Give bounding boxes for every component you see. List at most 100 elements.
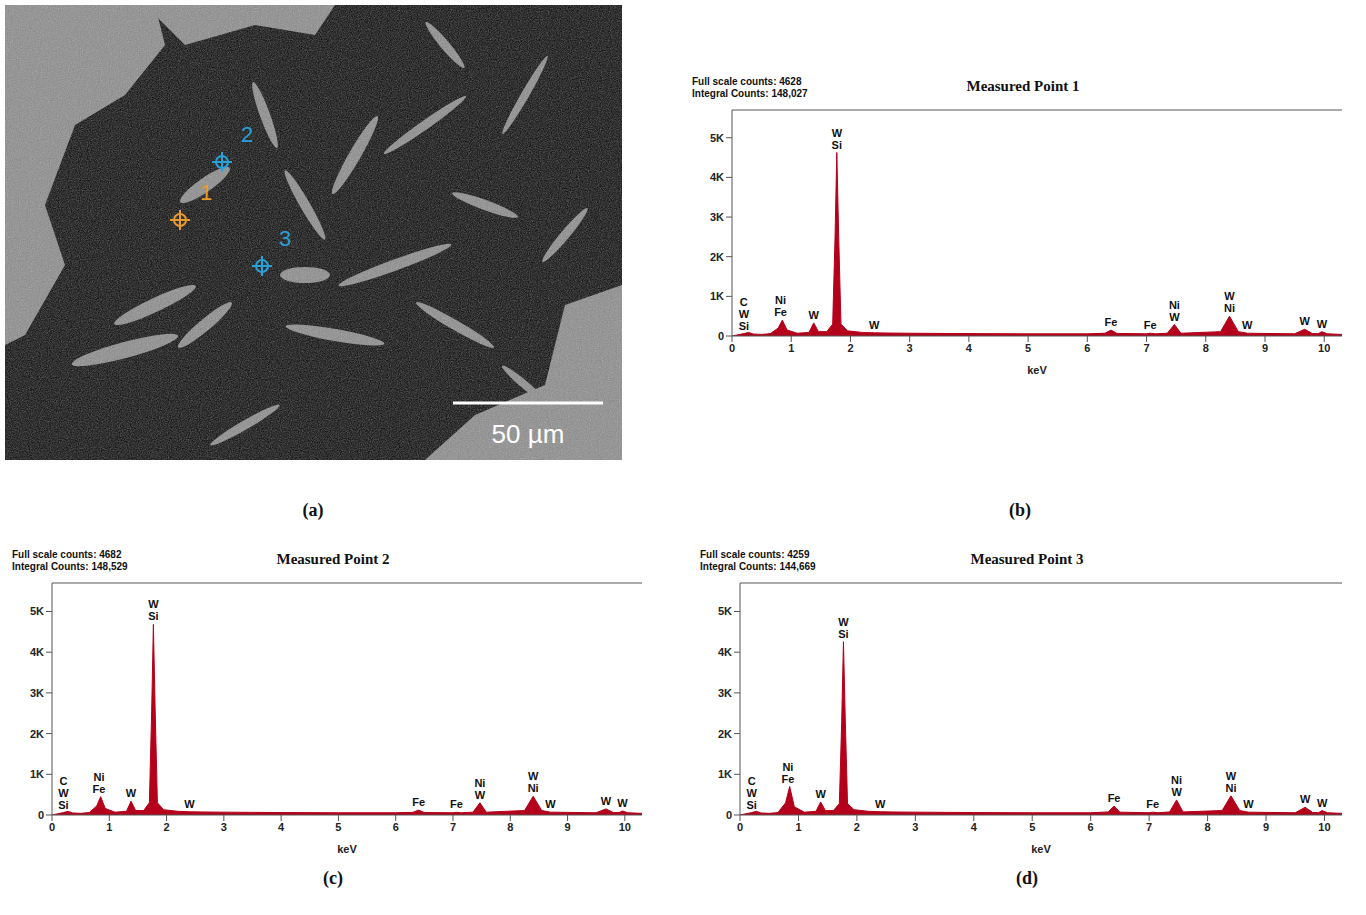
svg-text:3: 3 [279,226,291,251]
svg-text:W: W [1317,797,1328,809]
svg-text:3: 3 [912,821,918,833]
svg-text:Ni: Ni [474,777,485,789]
svg-text:0: 0 [38,809,44,821]
svg-text:W: W [746,787,757,799]
svg-text:3: 3 [221,821,227,833]
svg-text:W: W [58,787,69,799]
svg-text:W: W [1299,315,1310,327]
svg-text:keV: keV [337,843,357,855]
svg-text:W: W [809,309,820,321]
svg-text:3K: 3K [30,687,44,699]
svg-text:W: W [1243,798,1254,810]
svg-text:W: W [1242,319,1253,331]
svg-text:Si: Si [148,610,158,622]
svg-text:W: W [875,798,886,810]
svg-text:W: W [545,798,556,810]
svg-text:Ni: Ni [1224,302,1235,314]
svg-text:W: W [1169,311,1180,323]
svg-text:Ni: Ni [1169,299,1180,311]
svg-text:Si: Si [746,799,756,811]
svg-text:1: 1 [106,821,112,833]
svg-text:2: 2 [164,821,170,833]
svg-text:10: 10 [1318,342,1330,354]
svg-text:2: 2 [847,342,853,354]
svg-text:9: 9 [1262,342,1268,354]
svg-text:keV: keV [1027,364,1047,376]
svg-text:Fe: Fe [774,306,787,318]
svg-text:6: 6 [1084,342,1090,354]
svg-text:Fe: Fe [1108,792,1121,804]
svg-text:4: 4 [966,342,973,354]
svg-text:50 µm: 50 µm [492,419,565,449]
svg-text:W: W [1224,290,1235,302]
svg-text:7: 7 [450,821,456,833]
svg-text:2: 2 [241,122,253,147]
svg-text:10: 10 [619,821,631,833]
svg-text:3: 3 [907,342,913,354]
svg-text:4: 4 [971,821,978,833]
svg-text:8: 8 [507,821,513,833]
svg-text:0: 0 [737,821,743,833]
svg-text:4K: 4K [718,646,732,658]
svg-text:W: W [869,319,880,331]
svg-text:W: W [1171,786,1182,798]
svg-text:C: C [59,775,67,787]
svg-text:3K: 3K [710,211,724,223]
svg-text:Fe: Fe [93,783,106,795]
svg-text:W: W [838,616,849,628]
svg-text:7: 7 [1146,821,1152,833]
svg-text:Si: Si [739,320,749,332]
svg-text:Fe: Fe [450,798,463,810]
svg-text:Ni: Ni [93,771,104,783]
svg-text:1K: 1K [30,768,44,780]
svg-text:6: 6 [393,821,399,833]
svg-text:Ni: Ni [1225,782,1236,794]
svg-text:W: W [815,788,826,800]
svg-text:0: 0 [726,809,732,821]
svg-text:keV: keV [1031,843,1051,855]
svg-text:Si: Si [838,628,848,640]
svg-text:W: W [739,308,750,320]
svg-text:8: 8 [1203,342,1209,354]
svg-text:W: W [1226,770,1237,782]
svg-text:1K: 1K [710,290,724,302]
svg-text:Fe: Fe [1105,316,1118,328]
svg-text:W: W [148,598,159,610]
svg-text:W: W [184,798,195,810]
svg-text:C: C [748,775,756,787]
svg-text:2K: 2K [710,251,724,263]
svg-text:Ni: Ni [782,761,793,773]
svg-text:4K: 4K [710,171,724,183]
svg-text:1: 1 [788,342,794,354]
svg-text:7: 7 [1144,342,1150,354]
svg-text:3K: 3K [718,687,732,699]
svg-text:Fe: Fe [412,796,425,808]
svg-text:0: 0 [729,342,735,354]
svg-text:Ni: Ni [775,294,786,306]
svg-text:10: 10 [1318,821,1330,833]
svg-text:5: 5 [1029,821,1035,833]
svg-text:4K: 4K [30,646,44,658]
svg-text:W: W [528,770,539,782]
svg-text:W: W [601,795,612,807]
svg-text:W: W [1300,793,1311,805]
svg-text:Si: Si [832,139,842,151]
svg-text:9: 9 [1263,821,1269,833]
svg-text:W: W [832,127,843,139]
svg-text:Fe: Fe [1146,798,1159,810]
svg-text:5: 5 [1025,342,1031,354]
svg-text:1K: 1K [718,768,732,780]
svg-text:Si: Si [58,799,68,811]
svg-text:Ni: Ni [528,782,539,794]
svg-text:2K: 2K [718,728,732,740]
svg-text:5K: 5K [718,605,732,617]
svg-text:C: C [740,296,748,308]
svg-text:2K: 2K [30,728,44,740]
svg-text:W: W [617,797,628,809]
svg-text:Ni: Ni [1171,774,1182,786]
svg-text:W: W [126,787,137,799]
svg-text:8: 8 [1205,821,1211,833]
svg-text:Fe: Fe [782,773,795,785]
svg-text:9: 9 [564,821,570,833]
svg-text:5: 5 [335,821,341,833]
